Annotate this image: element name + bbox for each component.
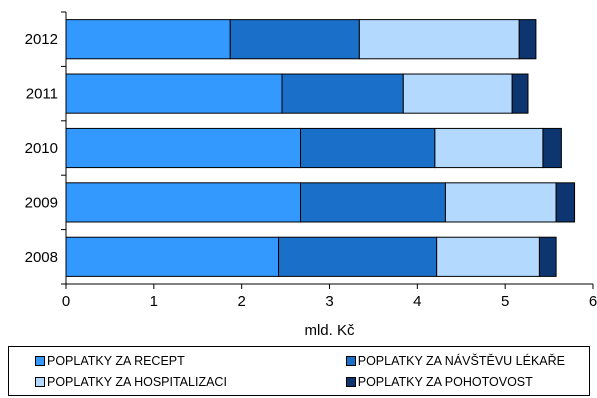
bar-2011-series-3: [402, 73, 513, 114]
stacked-bar-chart: 2012 2011 2010 2009 2008 0 1 2 3 4 5 6 mld. Kč: [25, 11, 597, 339]
bar-2010-series-4: [542, 127, 562, 169]
y-category-label-2009: 2009: [25, 194, 58, 211]
legend-label: POPLATKY ZA POHOTOVOST: [357, 374, 533, 389]
y-category-label-2010: 2010: [25, 140, 58, 157]
bar-2010-series-1: [65, 127, 302, 169]
x-tick-label-4: 4: [413, 293, 421, 310]
x-tick-label-0: 0: [62, 293, 70, 310]
legend-item-1: POPLATKY ZA RECEPT: [35, 351, 286, 372]
legend-swatch: [345, 356, 356, 367]
x-tick-label-2: 2: [237, 293, 245, 310]
bar-2008-series-4: [538, 236, 557, 277]
bar-2012-series-4: [518, 19, 537, 60]
bar-2011-series-1: [65, 73, 283, 114]
bar-2011-series-4: [511, 73, 529, 114]
bar-2008-series-2: [278, 236, 438, 277]
x-axis-label: mld. Kč: [304, 322, 355, 339]
legend-label: POPLATKY ZA HOSPITALIZACI: [47, 374, 227, 389]
bar-2010-series-2: [300, 127, 436, 169]
bar-2008-series-3: [436, 236, 540, 277]
legend-swatch: [345, 376, 356, 387]
bar-2012-series-1: [65, 19, 231, 60]
legend-label: POPLATKY ZA NÁVŠTĚVU LÉKAŘE: [357, 354, 565, 369]
x-tick-label-3: 3: [325, 293, 333, 310]
bar-2010-series-3: [434, 127, 544, 169]
bar-2009-series-3: [444, 182, 557, 223]
bar-2008-series-1: [65, 236, 280, 277]
legend-item-3: POPLATKY ZA HOSPITALIZACI: [35, 372, 286, 393]
bar-2011-series-2: [281, 73, 404, 114]
x-tick-label-6: 6: [589, 293, 597, 310]
y-category-label-2011: 2011: [26, 86, 58, 103]
bar-2009-series-1: [65, 182, 302, 223]
y-category-labels: 2012 2011 2010 2009 2008: [25, 11, 66, 285]
bar-2009-series-2: [300, 182, 446, 223]
legend-item-2: POPLATKY ZA NÁVŠTĚVU LÉKAŘE: [286, 351, 565, 372]
bar-2012-series-3: [358, 19, 520, 60]
bar-2009-series-4: [555, 182, 576, 223]
legend-swatch: [35, 356, 45, 367]
y-category-label-2012: 2012: [25, 31, 58, 48]
legend: POPLATKY ZA RECEPT POPLATKY ZA NÁVŠTĚVU L…: [8, 346, 590, 396]
x-tick-label-1: 1: [150, 293, 158, 310]
legend-item-4: POPLATKY ZA POHOTOVOST: [286, 372, 565, 393]
legend-swatch: [35, 376, 45, 387]
x-tick-label-5: 5: [501, 293, 509, 310]
legend-label: POPLATKY ZA RECEPT: [47, 354, 185, 369]
bar-2012-series-2: [229, 19, 360, 60]
bars-group: [65, 19, 576, 277]
y-category-label-2008: 2008: [25, 249, 58, 266]
x-tick-labels: 0 1 2 3 4 5 6: [62, 284, 597, 310]
